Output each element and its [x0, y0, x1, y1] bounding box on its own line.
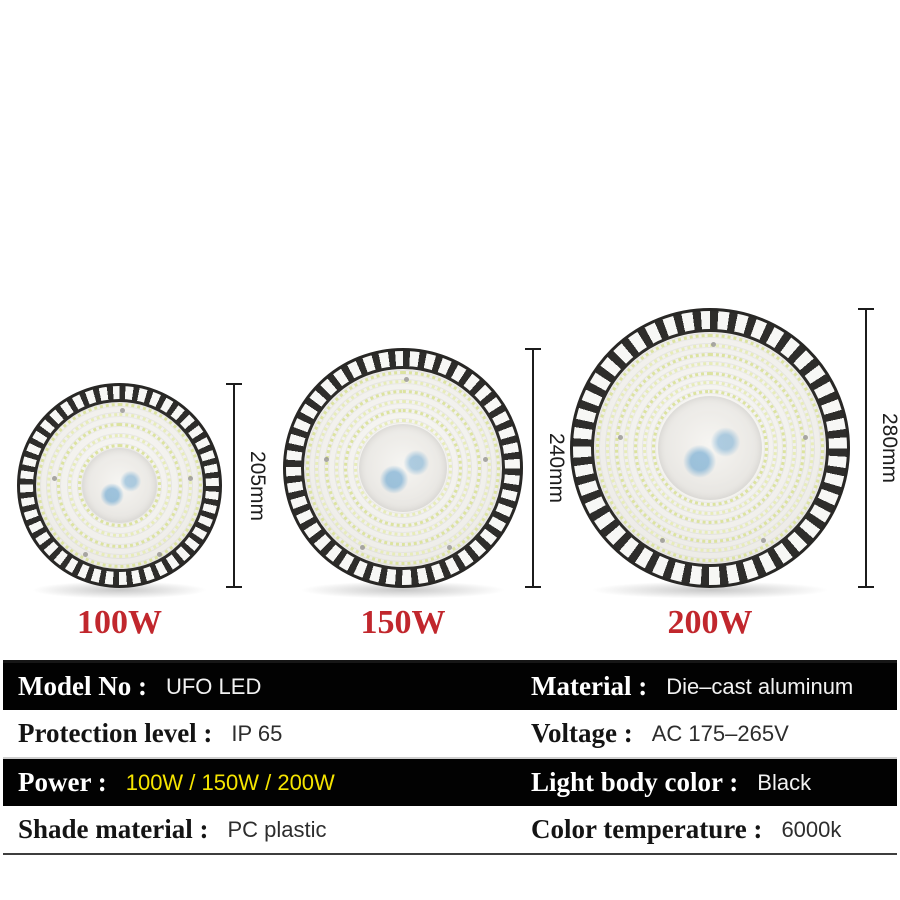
led-ring	[57, 423, 182, 548]
dimension-line	[532, 348, 534, 588]
screw-dot	[660, 538, 666, 544]
spec-label: Shade material :	[18, 814, 209, 844]
lamp-shadow	[29, 581, 210, 599]
led-ring	[36, 402, 203, 569]
spec-cell: Material : Die–cast aluminum	[531, 663, 853, 710]
lamp-photo	[17, 383, 222, 588]
led-ring	[615, 353, 805, 543]
led-ring	[652, 390, 768, 506]
led-ring	[47, 413, 192, 558]
spec-value: UFO LED	[165, 673, 262, 699]
spec-table: Model No : UFO LED Material : Die–cast alum…	[3, 660, 897, 855]
screw-dot	[324, 456, 330, 462]
screw-dot	[187, 475, 193, 481]
lamp-group: 205mm	[17, 383, 282, 610]
lamp-group: 280mm	[570, 308, 900, 610]
dimension-endcap-top	[858, 308, 874, 310]
screw-dot	[710, 342, 716, 348]
dimension-endcap-bottom	[226, 586, 242, 588]
spec-label: Model No :	[18, 671, 147, 701]
screw-dot	[156, 551, 162, 557]
spec-value: AC 175–265V	[651, 720, 789, 746]
spec-label: Color temperature :	[531, 814, 763, 844]
spec-value: IP 65	[231, 720, 283, 746]
screw-dot	[403, 377, 409, 383]
spec-value: 100W / 150W / 200W	[125, 769, 335, 795]
led-ring	[315, 380, 491, 556]
dimension-label: 205mm	[246, 450, 269, 521]
spec-label: Power :	[18, 767, 107, 797]
screw-dot	[618, 434, 624, 440]
spec-cell: Model No : UFO LED	[18, 663, 261, 710]
spec-row: Power : 100W / 150W / 200W Light body colo…	[3, 757, 897, 806]
lamp-group: 240mm	[283, 348, 583, 610]
spec-value: Die–cast aluminum	[666, 673, 854, 699]
dimension-label: 280mm	[878, 412, 900, 484]
screw-dot	[83, 551, 89, 557]
screw-dot	[52, 475, 58, 481]
spec-label: Voltage :	[531, 718, 633, 748]
lamp-shadow	[586, 581, 834, 599]
screw-dot	[446, 545, 452, 551]
screw-dot	[482, 456, 488, 462]
lamp-lens-sensor	[92, 458, 147, 513]
led-ring	[67, 433, 172, 538]
spec-label: Material :	[531, 671, 648, 701]
spec-cell: Voltage : AC 175–265V	[531, 710, 789, 757]
dimension-endcap-top	[226, 383, 242, 385]
spec-value: Black	[757, 769, 812, 795]
led-ring	[624, 362, 796, 534]
wattage-label: 200W	[667, 604, 753, 641]
spec-label: Protection level :	[18, 718, 213, 748]
dimension-endcap-top	[525, 348, 541, 350]
spec-cell: Shade material : PC plastic	[18, 806, 327, 853]
dimension-line	[233, 383, 235, 588]
lamp-lens-sensor	[371, 436, 435, 500]
spec-value: 6000k	[781, 816, 842, 842]
dimension-endcap-bottom	[525, 586, 541, 588]
spec-cell: Light body color : Black	[531, 759, 811, 806]
screw-dot	[802, 434, 808, 440]
spec-row: Shade material : PC plastic Color temperat…	[3, 806, 897, 853]
led-ring	[325, 390, 481, 546]
led-ring	[596, 334, 824, 562]
spec-row: Protection level : IP 65 Voltage : AC 175–2…	[3, 710, 897, 757]
screw-dot	[120, 408, 125, 414]
spec-label: Light body color :	[531, 767, 739, 797]
spec-row: Model No : UFO LED Material : Die–cast alum…	[3, 663, 897, 710]
lamp-lens-sensor	[673, 411, 747, 485]
dimension-endcap-bottom	[858, 586, 874, 588]
dimension-label: 240mm	[545, 432, 568, 504]
dimension-line	[865, 308, 867, 588]
lamp-photo	[283, 348, 523, 588]
led-ring	[334, 399, 472, 537]
lamp-shadow	[297, 581, 509, 599]
led-ring	[305, 370, 501, 566]
lamp-photo	[570, 308, 850, 588]
wattage-label: 150W	[360, 604, 446, 641]
screw-dot	[360, 545, 366, 551]
spec-cell: Protection level : IP 65	[18, 710, 282, 757]
led-ring	[643, 381, 777, 515]
led-ring	[344, 409, 462, 527]
spec-cell: Power : 100W / 150W / 200W	[18, 759, 335, 806]
led-ring	[633, 371, 787, 525]
led-ring	[353, 418, 453, 518]
screw-dot	[760, 538, 766, 544]
spec-cell: Color temperature : 6000k	[531, 806, 841, 853]
led-ring	[77, 443, 162, 528]
led-ring	[605, 343, 815, 553]
wattage-label: 100W	[77, 604, 162, 641]
spec-value: PC plastic	[227, 816, 327, 842]
